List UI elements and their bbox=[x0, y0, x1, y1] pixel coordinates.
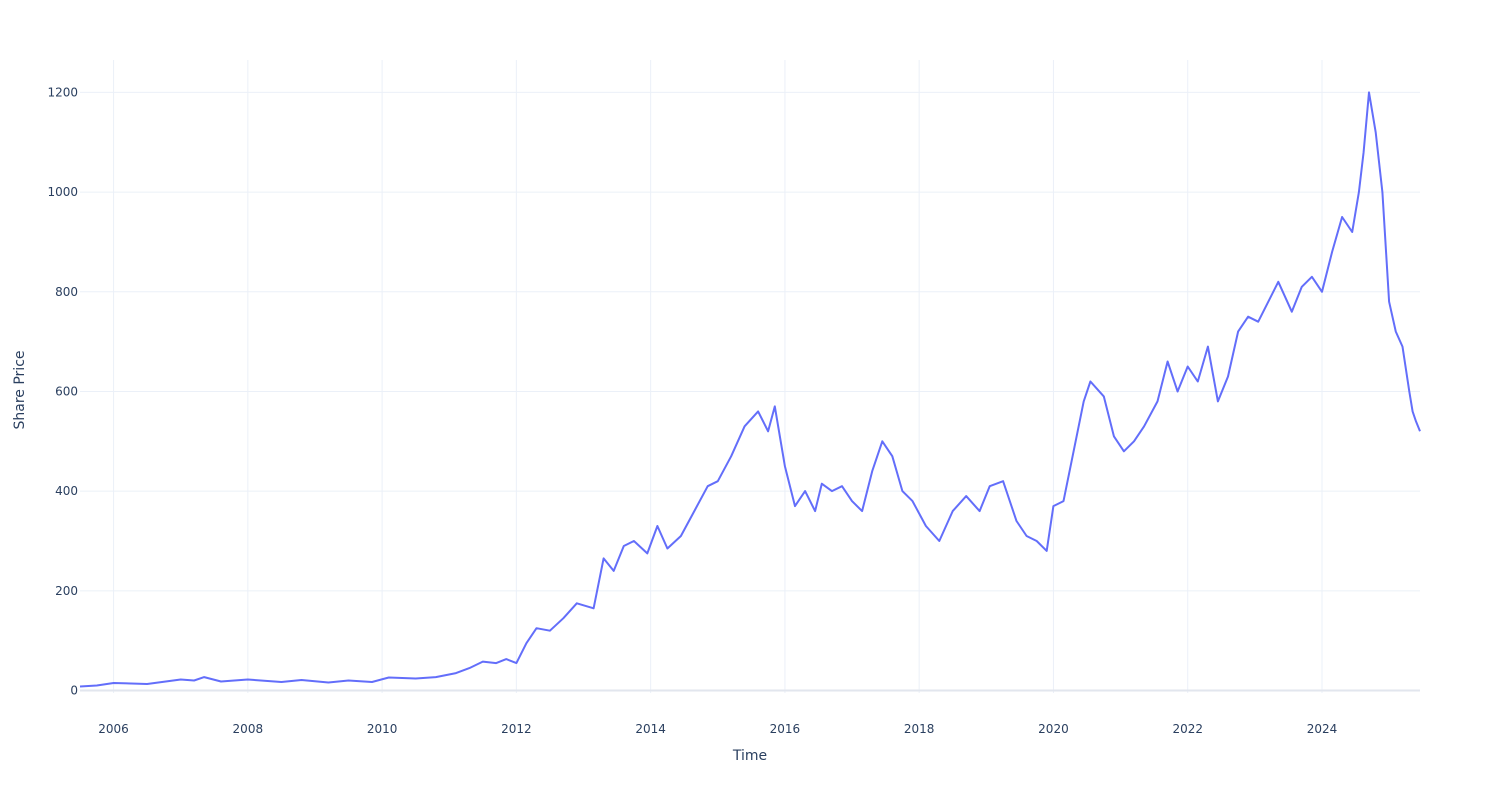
x-tick-label: 2008 bbox=[233, 722, 264, 736]
y-tick-label: 800 bbox=[55, 285, 78, 299]
x-tick-label: 2018 bbox=[904, 722, 935, 736]
y-tick-labels: 0 200 400 600 800 1000 1200 bbox=[47, 85, 78, 697]
y-tick-label: 1200 bbox=[47, 85, 78, 99]
x-tick-labels: 2006 2008 2010 2012 2014 2016 2018 2020 2022 2024 bbox=[98, 722, 1337, 736]
series-line-0[interactable] bbox=[79, 91, 1421, 688]
x-tick-label: 2022 bbox=[1172, 722, 1203, 736]
y-tick-label: 600 bbox=[55, 384, 78, 398]
x-tick-label: 2014 bbox=[635, 722, 666, 736]
x-gridlines bbox=[113, 60, 1323, 693]
y-tick-label: 1000 bbox=[47, 185, 78, 199]
y-axis-title: Share Price bbox=[12, 350, 28, 429]
series-layer bbox=[79, 91, 1421, 688]
x-tick-label: 2006 bbox=[98, 722, 129, 736]
y-tick-label: 0 bbox=[70, 684, 78, 698]
y-tick-label: 400 bbox=[55, 484, 78, 498]
x-tick-label: 2016 bbox=[770, 722, 801, 736]
x-tick-label: 2010 bbox=[367, 722, 398, 736]
y-tick-label: 200 bbox=[55, 584, 78, 598]
x-tick-label: 2012 bbox=[501, 722, 532, 736]
x-tick-label: 2020 bbox=[1038, 722, 1069, 736]
x-tick-label: 2024 bbox=[1307, 722, 1338, 736]
x-axis-title: Time bbox=[732, 748, 767, 764]
y-gridlines bbox=[80, 91, 1420, 692]
